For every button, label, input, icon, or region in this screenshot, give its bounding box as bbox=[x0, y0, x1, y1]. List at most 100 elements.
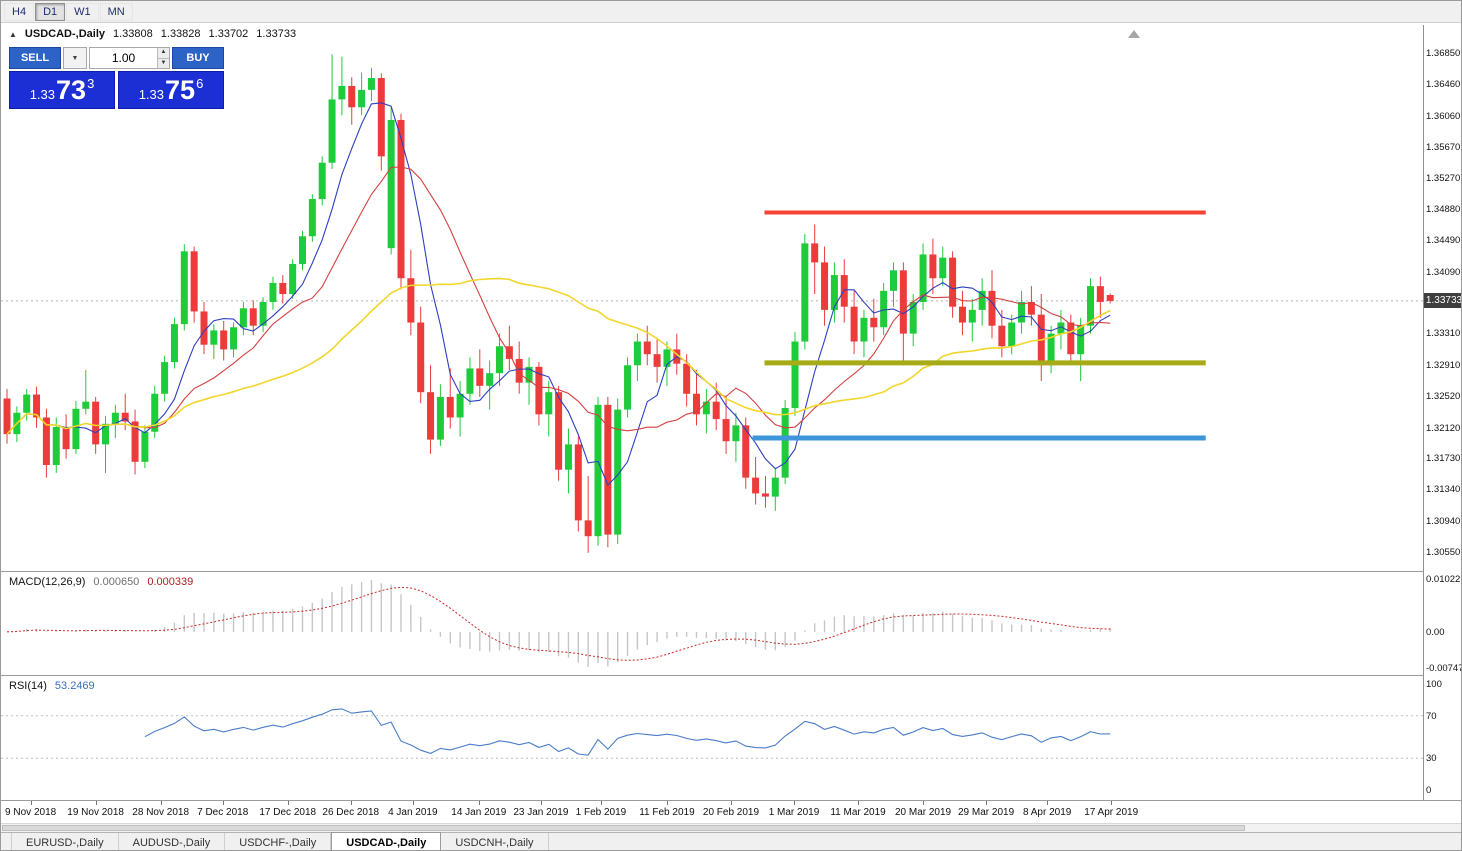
candle bbox=[427, 392, 435, 440]
candle bbox=[180, 251, 188, 325]
collapse-panel-icon[interactable]: ▲ bbox=[9, 29, 17, 39]
timeframe-button-w1[interactable]: W1 bbox=[66, 2, 99, 21]
scroll-to-end-marker[interactable] bbox=[1128, 30, 1140, 38]
rsi-scale-label: 30 bbox=[1426, 753, 1437, 765]
sell-price-display[interactable]: 1.33 73 3 bbox=[9, 71, 115, 109]
candle bbox=[564, 444, 572, 470]
candle bbox=[515, 358, 523, 383]
main-chart-canvas[interactable] bbox=[1, 1, 1423, 571]
macd-indicator-header: MACD(12,26,9) 0.000650 0.000339 bbox=[9, 576, 193, 588]
candle bbox=[574, 444, 582, 521]
buy-price-pipette: 6 bbox=[196, 76, 204, 91]
candle bbox=[535, 366, 543, 415]
candle bbox=[525, 366, 533, 383]
candle bbox=[131, 421, 139, 462]
candle bbox=[722, 419, 730, 442]
ma-line-34 bbox=[6, 277, 1111, 435]
chart-tab-usdcad[interactable]: USDCAD-,Daily bbox=[331, 832, 442, 850]
candle bbox=[998, 325, 1006, 347]
price-scale-label: 1.34490 bbox=[1426, 235, 1461, 247]
time-axis-label: 20 Feb 2019 bbox=[702, 807, 760, 818]
candle bbox=[1008, 322, 1016, 347]
candle bbox=[821, 262, 829, 310]
lot-size-input[interactable] bbox=[90, 48, 169, 68]
ohlc-high-value: 1.33828 bbox=[160, 28, 201, 40]
time-axis-tick bbox=[412, 801, 414, 805]
spinner-down-button[interactable]: ▼ bbox=[157, 57, 169, 68]
candle bbox=[939, 257, 947, 279]
candle bbox=[121, 412, 129, 422]
chart-tab-usdcnh[interactable]: USDCNH-,Daily bbox=[441, 833, 549, 850]
timeframe-button-h4[interactable]: H4 bbox=[4, 2, 35, 21]
scrollbar-thumb[interactable] bbox=[2, 825, 1245, 831]
chart-symbol-period: USDCAD-,Daily bbox=[24, 28, 105, 40]
lot-spinner: ▲ ▼ bbox=[157, 48, 169, 68]
candlestick-series bbox=[3, 54, 1114, 553]
timeframe-button-mn[interactable]: MN bbox=[99, 2, 133, 21]
buy-price-prefix: 1.33 bbox=[138, 86, 165, 102]
candle bbox=[781, 407, 789, 478]
macd-pane-canvas[interactable] bbox=[1, 572, 1423, 675]
candle bbox=[1096, 286, 1104, 302]
candle bbox=[890, 270, 897, 291]
candle bbox=[407, 278, 415, 323]
ohlc-low-value: 1.33702 bbox=[208, 28, 249, 40]
candle bbox=[643, 341, 651, 355]
sell-price-prefix: 1.33 bbox=[29, 86, 56, 102]
price-scale-axis[interactable]: 1.33733 0.010229 0.00 -0.007477 1.36850 1… bbox=[1423, 25, 1462, 800]
candle bbox=[417, 322, 425, 393]
pane-separator[interactable] bbox=[1, 800, 1461, 801]
candle bbox=[299, 236, 306, 264]
timeframe-button-d1[interactable]: D1 bbox=[35, 2, 66, 21]
candle bbox=[397, 119, 405, 279]
candle bbox=[811, 243, 819, 263]
candle bbox=[289, 263, 297, 295]
time-axis-label: 1 Feb 2019 bbox=[575, 807, 627, 818]
candle bbox=[594, 404, 602, 537]
time-axis-label: 8 Apr 2019 bbox=[1022, 807, 1072, 818]
time-axis-label: 28 Nov 2018 bbox=[132, 807, 190, 818]
candle bbox=[693, 393, 700, 415]
candle bbox=[791, 341, 799, 408]
time-axis-label: 7 Dec 2018 bbox=[197, 807, 249, 818]
chart-tab-usdchf[interactable]: USDCHF-,Daily bbox=[225, 833, 332, 850]
candle bbox=[161, 362, 169, 394]
macd-scale-min-label: -0.007477 bbox=[1426, 663, 1461, 674]
candle bbox=[683, 363, 691, 394]
pane-separator[interactable] bbox=[1, 571, 1461, 572]
sell-price-big-digits: 73 bbox=[56, 74, 87, 105]
time-axis-label: 26 Dec 2018 bbox=[322, 807, 380, 818]
sell-price-pipette: 3 bbox=[87, 76, 95, 91]
time-axis[interactable]: 9 Nov 2018 19 Nov 2018 28 Nov 2018 7 Dec 20… bbox=[1, 801, 1461, 823]
rsi-indicator-header: RSI(14) 53.2469 bbox=[9, 680, 95, 692]
time-axis-tick bbox=[986, 801, 988, 805]
horizontal-scrollbar[interactable] bbox=[1, 823, 1461, 832]
macd-scale-max-label: 0.010229 bbox=[1426, 574, 1462, 585]
pane-separator[interactable] bbox=[1, 675, 1461, 676]
price-scale-label: 1.31340 bbox=[1426, 484, 1461, 496]
candle bbox=[496, 346, 503, 374]
time-axis-tick bbox=[160, 801, 162, 805]
candle bbox=[269, 282, 277, 302]
chart-tab-audusd[interactable]: AUDUSD-,Daily bbox=[118, 833, 226, 850]
candle bbox=[220, 330, 228, 350]
candle bbox=[880, 290, 888, 328]
candle bbox=[978, 290, 986, 310]
candle bbox=[239, 308, 247, 328]
candle bbox=[949, 257, 957, 307]
buy-button[interactable]: BUY bbox=[172, 47, 224, 69]
spinner-up-button[interactable]: ▲ bbox=[157, 48, 169, 58]
time-axis-tick bbox=[794, 801, 795, 805]
time-axis-label: 4 Jan 2019 bbox=[388, 807, 438, 818]
chart-tab-eurusd[interactable]: EURUSD-,Daily bbox=[11, 833, 119, 850]
macd-scale-zero-label: 0.00 bbox=[1426, 626, 1445, 638]
buy-price-display[interactable]: 1.33 75 6 bbox=[118, 71, 224, 109]
sell-button[interactable]: SELL bbox=[9, 47, 61, 69]
candle bbox=[555, 392, 563, 470]
rsi-pane-canvas[interactable] bbox=[1, 676, 1423, 800]
candle bbox=[318, 162, 326, 200]
lot-dropdown-button[interactable]: ▼ bbox=[63, 47, 87, 69]
ohlc-open-value: 1.33808 bbox=[113, 28, 153, 40]
time-axis-tick bbox=[478, 801, 480, 805]
candle bbox=[1018, 301, 1026, 323]
